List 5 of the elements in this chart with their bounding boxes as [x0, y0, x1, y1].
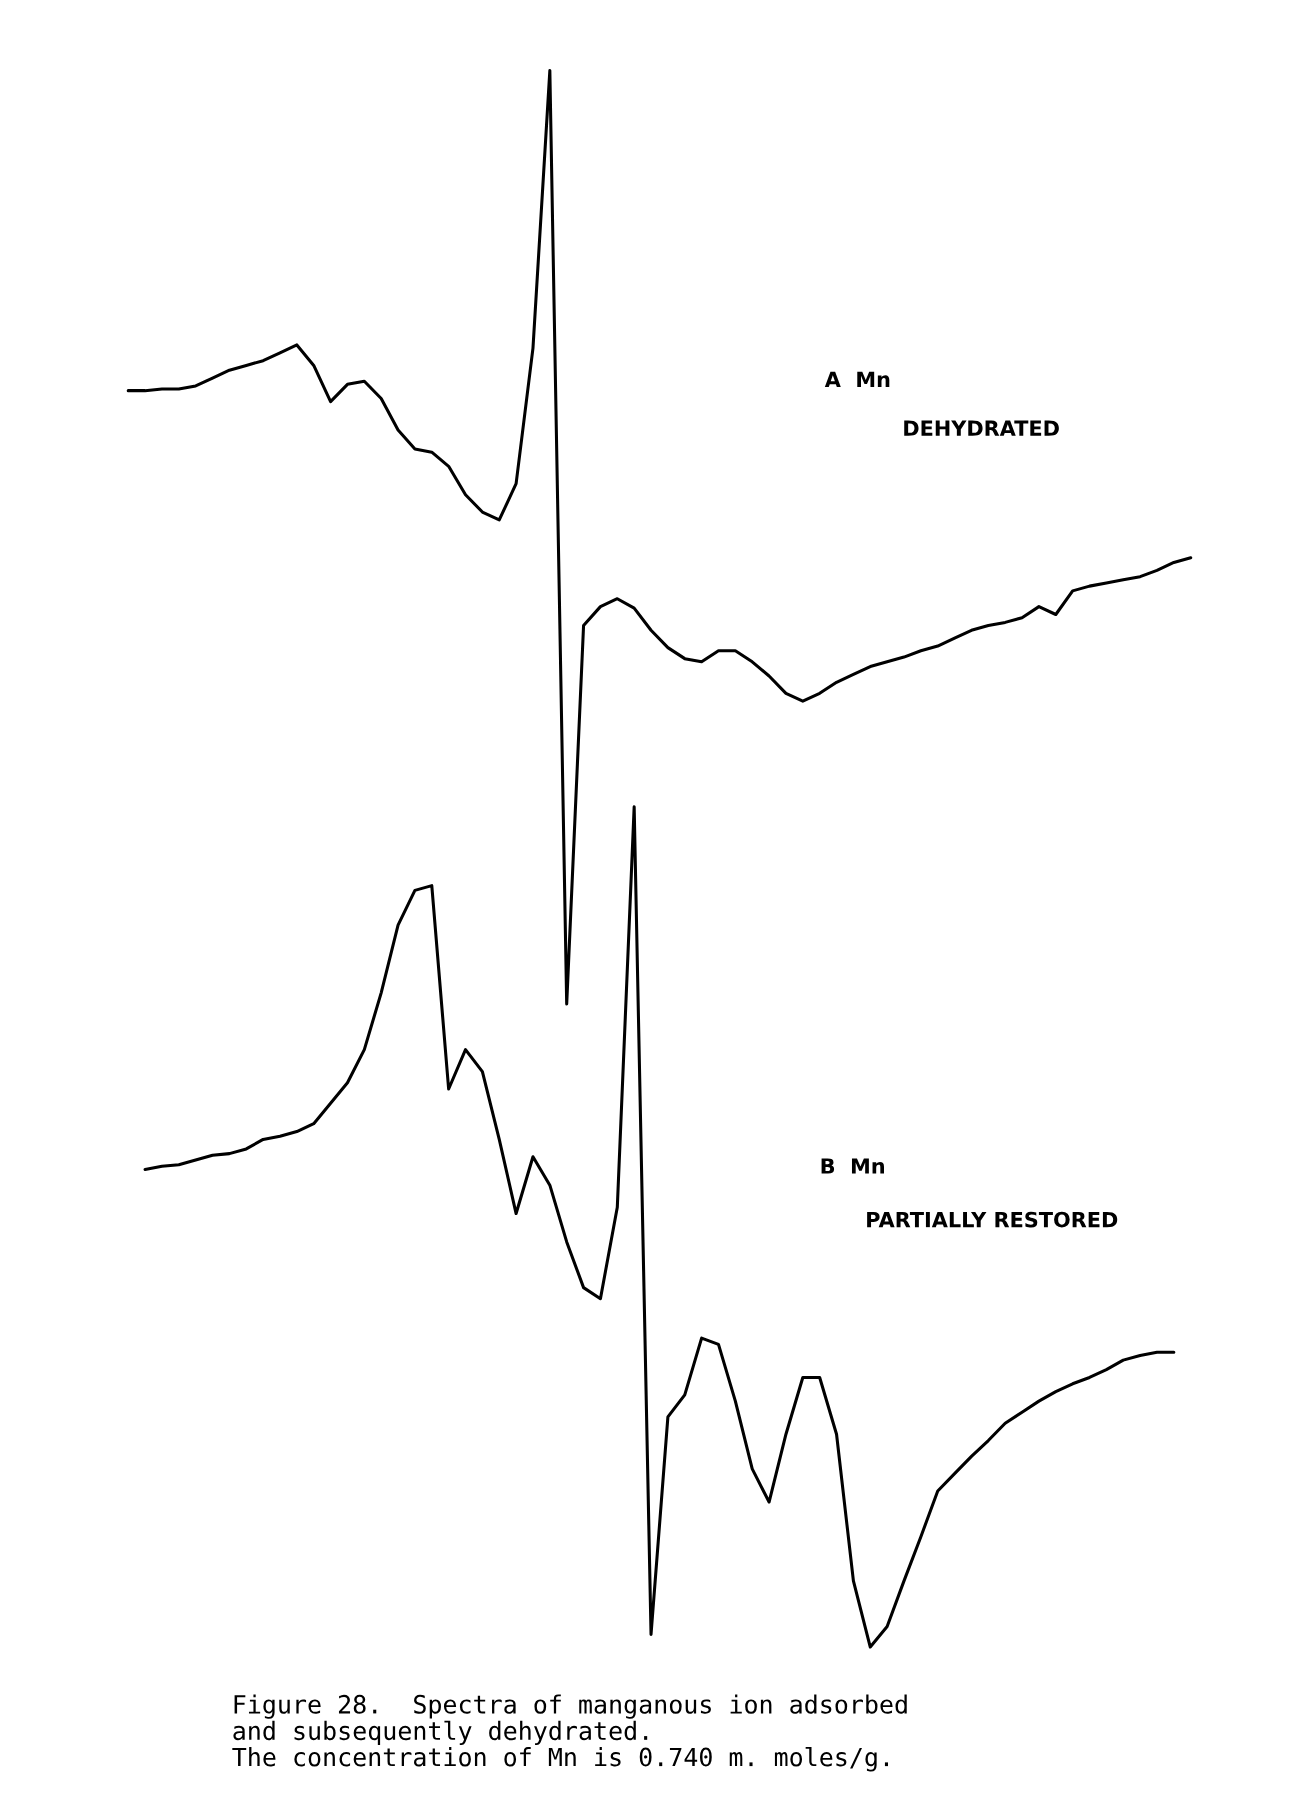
annotation: DEHYDRATED — [904, 420, 1059, 436]
annotation: A Mn — [824, 371, 890, 387]
annotation: PARTIALLY RESTORED — [867, 1211, 1118, 1228]
caption: Figure 28. Spectra of manganous ion adsorbed and subsequently dehydrated. The concentration of Mn is 0.740 m. moles/g. — [232, 1694, 907, 1772]
annotation: B Mn — [821, 1158, 884, 1174]
